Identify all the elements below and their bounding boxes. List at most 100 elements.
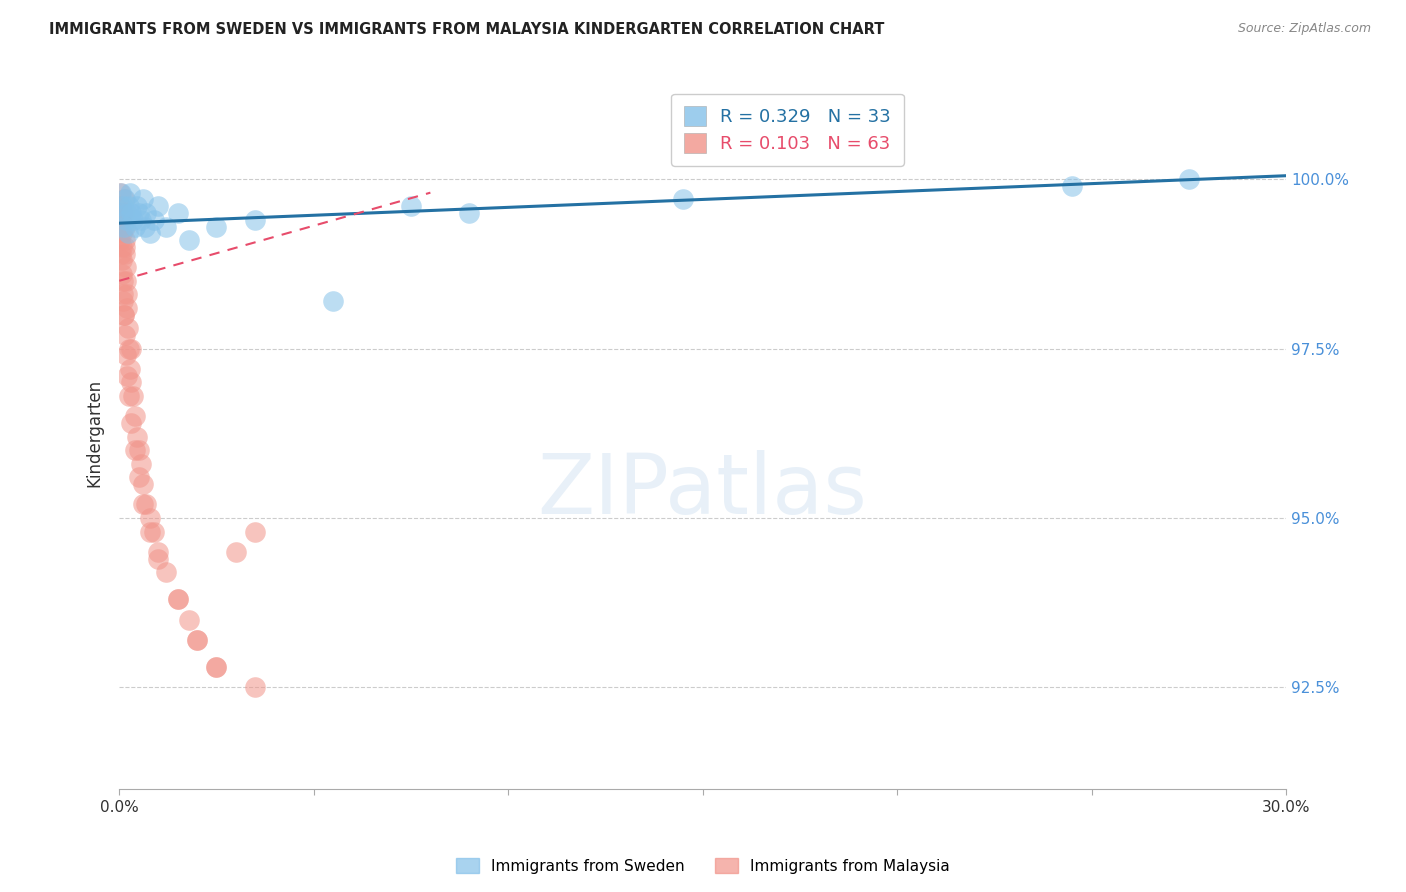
Point [1177, 172, 1199, 186]
Point [245, 212, 267, 227]
Point [205, 219, 228, 234]
Point [118, 389, 141, 403]
Y-axis label: Kindergarten: Kindergarten [86, 379, 103, 487]
Point [139, 227, 162, 241]
Point [115, 274, 138, 288]
Point [128, 470, 150, 484]
Point [110, 199, 132, 213]
Point [128, 206, 150, 220]
Point [124, 443, 146, 458]
Point [131, 193, 153, 207]
Point [139, 511, 162, 525]
Point [1060, 178, 1083, 193]
Point [146, 545, 169, 559]
Point [114, 193, 136, 207]
Point [225, 545, 247, 559]
Point [186, 633, 208, 648]
Point [118, 342, 141, 356]
Point [135, 498, 157, 512]
Point [166, 206, 188, 220]
Point [111, 267, 134, 281]
Point [115, 287, 138, 301]
Point [120, 342, 142, 356]
Point [135, 206, 157, 220]
Point [117, 227, 139, 241]
Point [166, 592, 188, 607]
Point [114, 233, 136, 247]
Point [120, 362, 142, 376]
Point [131, 498, 153, 512]
Point [120, 416, 142, 430]
Legend: R = 0.329   N = 33, R = 0.103   N = 63: R = 0.329 N = 33, R = 0.103 N = 63 [672, 94, 904, 166]
Legend: Immigrants from Sweden, Immigrants from Malaysia: Immigrants from Sweden, Immigrants from … [450, 852, 956, 880]
Point [322, 294, 344, 309]
Point [179, 613, 201, 627]
Point [672, 193, 695, 207]
Text: ZIPatlas: ZIPatlas [537, 450, 868, 531]
Point [399, 199, 422, 213]
Point [115, 212, 138, 227]
Point [125, 199, 148, 213]
Point [122, 212, 145, 227]
Point [111, 274, 134, 288]
Point [118, 199, 141, 213]
Point [114, 240, 136, 254]
Point [115, 368, 138, 383]
Point [110, 212, 132, 227]
Point [134, 219, 156, 234]
Point [129, 457, 152, 471]
Point [112, 199, 135, 213]
Point [458, 206, 481, 220]
Point [139, 524, 162, 539]
Point [114, 219, 136, 234]
Point [143, 524, 166, 539]
Point [115, 348, 138, 362]
Point [111, 206, 134, 220]
Point [110, 186, 132, 200]
Point [110, 246, 132, 260]
Point [112, 206, 135, 220]
Point [112, 219, 135, 234]
Point [146, 551, 169, 566]
Point [115, 301, 138, 315]
Point [112, 193, 135, 207]
Point [110, 233, 132, 247]
Point [122, 389, 145, 403]
Point [146, 199, 169, 213]
Point [245, 524, 267, 539]
Point [155, 566, 177, 580]
Point [125, 430, 148, 444]
Text: Source: ZipAtlas.com: Source: ZipAtlas.com [1237, 22, 1371, 36]
Point [111, 253, 134, 268]
Point [110, 206, 132, 220]
Point [131, 477, 153, 491]
Point [112, 294, 135, 309]
Point [115, 206, 138, 220]
Point [245, 681, 267, 695]
Point [111, 240, 134, 254]
Point [108, 219, 131, 234]
Point [186, 633, 208, 648]
Point [179, 233, 201, 247]
Point [120, 206, 142, 220]
Point [115, 260, 138, 275]
Point [124, 219, 146, 234]
Point [112, 308, 135, 322]
Point [108, 186, 131, 200]
Text: IMMIGRANTS FROM SWEDEN VS IMMIGRANTS FROM MALAYSIA KINDERGARTEN CORRELATION CHAR: IMMIGRANTS FROM SWEDEN VS IMMIGRANTS FRO… [49, 22, 884, 37]
Point [205, 660, 228, 674]
Point [205, 660, 228, 674]
Point [155, 219, 177, 234]
Point [117, 321, 139, 335]
Point [143, 212, 166, 227]
Point [120, 186, 142, 200]
Point [114, 246, 136, 260]
Point [120, 376, 142, 390]
Point [114, 328, 136, 343]
Point [166, 592, 188, 607]
Point [124, 409, 146, 424]
Point [112, 308, 135, 322]
Point [129, 212, 152, 227]
Point [128, 443, 150, 458]
Point [110, 227, 132, 241]
